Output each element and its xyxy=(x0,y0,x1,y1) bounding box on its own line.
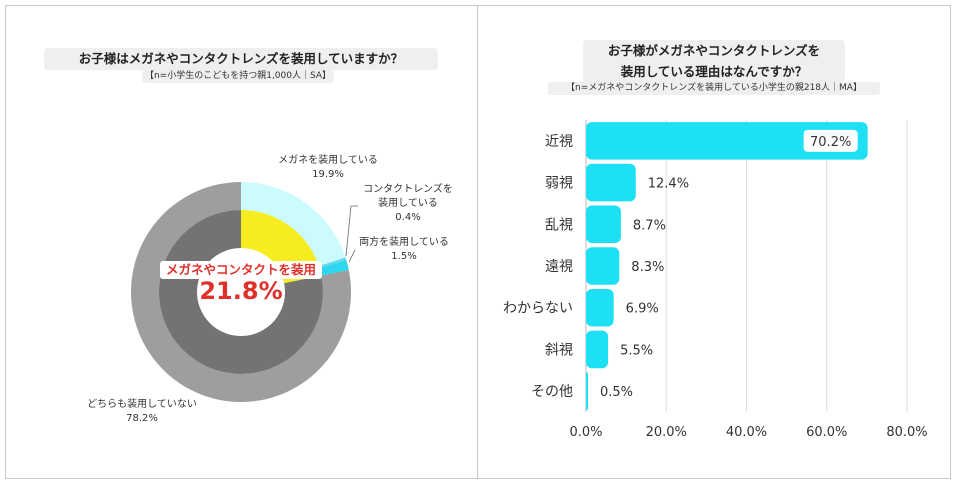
x-tick-label: 20.0% xyxy=(646,425,687,440)
bar-3 xyxy=(586,205,621,244)
inner-ring-slice-2 xyxy=(158,210,323,374)
both-label-name: 両方を装用している xyxy=(359,237,449,248)
value-label: 8.7% xyxy=(633,218,666,233)
value-label: 0.5% xyxy=(600,385,633,400)
bar-5 xyxy=(586,288,614,327)
both-leader-line xyxy=(348,249,356,263)
contact-label: コンタクトレンズを 装用している 0.4% xyxy=(348,183,468,225)
center-value: 21.8% xyxy=(199,277,283,305)
category-label: わからない xyxy=(503,301,573,317)
right-chart-title-line1: お子様がメガネやコンタクトレンズを xyxy=(607,43,821,58)
right-chart-title-line2: 装用している理由はなんですか？ xyxy=(620,64,808,79)
bar-2 xyxy=(586,163,636,202)
bar-7 xyxy=(586,372,589,410)
chart-frame xyxy=(5,5,951,479)
neither-label-pct: 78.2% xyxy=(126,413,158,424)
glasses-label: メガネを装用している 19.9% xyxy=(268,154,388,182)
category-label: 乱視 xyxy=(545,217,573,233)
neither-label: どちらも装用していない 78.2% xyxy=(72,398,212,426)
glasses-label-name: メガネを装用している xyxy=(278,155,378,166)
value-label: 8.3% xyxy=(631,260,664,275)
center-label: メガネやコンタクトを装用 xyxy=(160,261,322,279)
category-label: 近視 xyxy=(545,134,573,150)
category-label: その他 xyxy=(531,384,573,400)
panel-divider xyxy=(477,5,478,479)
contact-label-name-1: コンタクトレンズを xyxy=(363,184,453,195)
x-tick-label: 60.0% xyxy=(806,425,847,440)
value-label-box xyxy=(803,129,858,152)
x-tick-label: 40.0% xyxy=(726,425,767,440)
value-label: 12.4% xyxy=(648,177,689,192)
value-label: 5.5% xyxy=(620,343,653,358)
both-label: 両方を装用している 1.5% xyxy=(344,236,464,264)
left-chart-subtitle: 【n=小学生のこどもを持つ親1,000人｜SA】 xyxy=(142,70,334,83)
category-label: 弱視 xyxy=(545,176,573,192)
outer-ring-slice-2 xyxy=(318,257,347,269)
glasses-label-pct: 19.9% xyxy=(312,169,344,180)
category-label: 斜視 xyxy=(545,342,573,358)
value-label: 6.9% xyxy=(626,302,659,317)
outer-ring-slice-3 xyxy=(319,259,349,276)
contact-leader-line xyxy=(345,205,358,257)
left-chart-title: お子様はメガネやコンタクトレンズを装用していますか？ xyxy=(44,48,438,70)
x-tick-label: 80.0% xyxy=(886,425,927,440)
bar-4 xyxy=(586,247,620,285)
category-label: 遠視 xyxy=(545,259,573,275)
bar-6 xyxy=(586,330,609,369)
right-chart-title: お子様がメガネやコンタクトレンズを 装用している理由はなんですか？ xyxy=(583,40,845,82)
right-chart-subtitle: 【n=メガネやコンタクトレンズを装用している小学生の親218人｜MA】 xyxy=(548,82,880,95)
value-label: 70.2% xyxy=(810,135,851,150)
x-tick-label: 0.0% xyxy=(569,425,602,440)
bar-1 xyxy=(586,122,868,160)
both-label-pct: 1.5% xyxy=(391,251,417,262)
contact-label-pct: 0.4% xyxy=(395,212,421,223)
outer-ring-slice-1 xyxy=(241,182,346,267)
neither-label-name: どちらも装用していない xyxy=(87,399,197,410)
contact-label-name-2: 装用している xyxy=(378,198,438,209)
